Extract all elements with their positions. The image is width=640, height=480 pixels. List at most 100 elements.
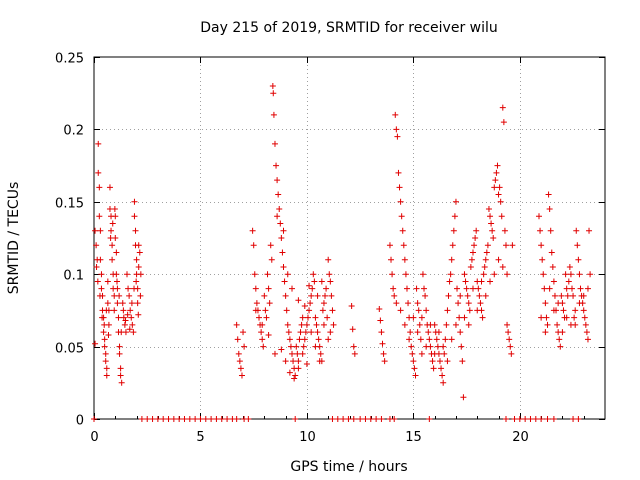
data-point: [276, 206, 283, 213]
data-point: [386, 242, 393, 249]
data-point: [516, 416, 523, 422]
data-point: [281, 278, 288, 285]
data-point: [522, 416, 529, 422]
data-point: [494, 162, 501, 169]
data-point: [98, 271, 105, 278]
data-point: [269, 82, 276, 89]
data-point: [100, 329, 107, 336]
data-point: [237, 365, 244, 372]
data-point: [443, 321, 450, 328]
data-point: [408, 343, 415, 350]
data-point: [575, 256, 582, 263]
data-point: [109, 242, 116, 249]
data-point: [452, 198, 459, 205]
data-point: [128, 314, 135, 321]
data-point: [240, 329, 247, 336]
data-point: [392, 111, 399, 118]
data-point: [309, 285, 316, 292]
data-point: [233, 321, 240, 328]
data-point: [479, 314, 486, 321]
data-point: [425, 329, 432, 336]
data-point: [308, 292, 315, 299]
data-point: [319, 307, 326, 314]
data-point: [111, 307, 118, 314]
data-point: [128, 300, 135, 307]
data-point: [477, 300, 484, 307]
data-point: [345, 416, 352, 422]
y-axis-label: SRMTID / TECUs: [6, 182, 22, 295]
data-point: [468, 256, 475, 263]
data-point: [456, 314, 463, 321]
data-point: [284, 271, 291, 278]
data-point: [548, 249, 555, 256]
data-point: [133, 278, 140, 285]
data-point: [478, 278, 485, 285]
data-point: [396, 184, 403, 191]
data-point: [511, 416, 518, 422]
data-point: [124, 271, 131, 278]
data-point: [452, 321, 459, 328]
data-point: [292, 372, 299, 379]
data-point: [270, 111, 277, 118]
data-point: [502, 242, 509, 249]
data-point: [549, 263, 556, 270]
data-point: [105, 332, 112, 339]
data-point: [426, 336, 433, 343]
data-point: [509, 242, 516, 249]
data-point: [116, 292, 123, 299]
data-point: [351, 350, 358, 357]
data-point: [304, 314, 311, 321]
data-point: [423, 307, 430, 314]
data-point: [484, 242, 491, 249]
data-point: [472, 235, 479, 241]
data-point: [544, 416, 551, 422]
data-point: [306, 282, 313, 289]
data-point: [563, 314, 570, 321]
data-point: [575, 416, 582, 422]
data-point: [295, 358, 302, 365]
data-point: [329, 307, 336, 314]
data-point: [301, 336, 308, 343]
data-point: [376, 305, 383, 312]
data-point: [253, 300, 260, 307]
data-point: [245, 416, 252, 422]
plot-frame: [93, 56, 606, 420]
data-point: [136, 249, 143, 256]
data-point: [550, 278, 557, 285]
data-point: [287, 343, 294, 350]
data-point: [550, 307, 557, 314]
data-point: [325, 336, 332, 343]
data-point: [135, 242, 142, 249]
data-point: [393, 300, 400, 307]
data-point: [473, 227, 480, 234]
data-point: [315, 336, 322, 343]
data-point: [282, 358, 289, 365]
data-point: [176, 416, 183, 422]
data-point: [250, 242, 257, 249]
data-point: [504, 271, 511, 278]
data-point: [447, 271, 454, 278]
data-point: [556, 336, 563, 343]
data-point: [279, 249, 286, 256]
data-point: [388, 256, 395, 263]
data-point: [480, 271, 487, 278]
data-point: [340, 416, 347, 422]
data-point: [197, 416, 204, 422]
data-point: [469, 249, 476, 256]
data-point: [130, 329, 137, 336]
data-point: [581, 314, 588, 321]
data-point: [241, 343, 248, 350]
data-point: [95, 169, 102, 176]
data-point: [414, 329, 421, 336]
data-point: [131, 198, 138, 205]
data-point: [587, 271, 594, 278]
data-point: [455, 300, 462, 307]
data-point: [498, 213, 505, 220]
data-point: [278, 235, 285, 241]
data-point: [434, 343, 441, 350]
data-point: [493, 169, 500, 176]
data-point: [488, 220, 495, 227]
data-point: [286, 336, 293, 343]
data-point: [134, 300, 141, 307]
data-point: [252, 285, 259, 292]
